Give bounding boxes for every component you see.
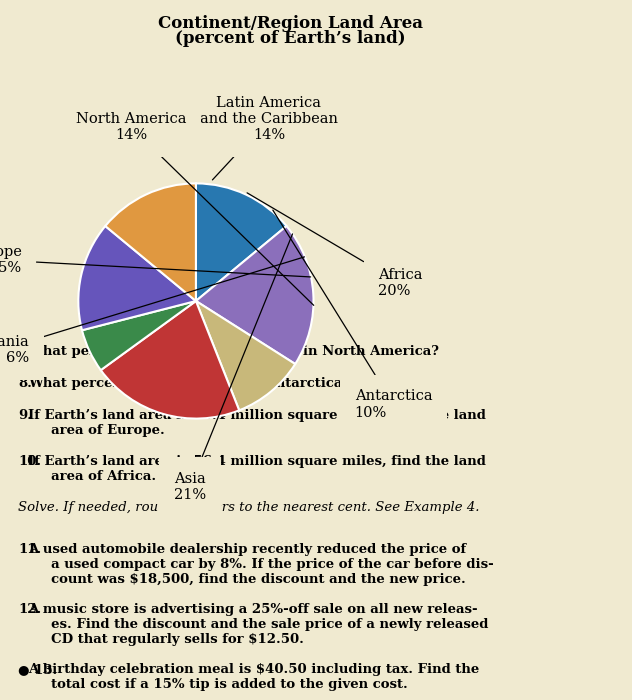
Wedge shape xyxy=(106,183,196,301)
Text: ● 13.: ● 13. xyxy=(18,663,58,676)
Text: What percent of land is not included in North America?: What percent of land is not included in … xyxy=(28,345,439,358)
Wedge shape xyxy=(82,301,196,370)
Wedge shape xyxy=(196,226,313,364)
Wedge shape xyxy=(100,301,239,419)
Text: A music store is advertising a 25%-off sale on all new releas-
     es. Find the: A music store is advertising a 25%-off s… xyxy=(28,603,489,646)
Text: North America
14%: North America 14% xyxy=(76,112,313,305)
Text: Asia
21%: Asia 21% xyxy=(174,234,293,502)
Text: If Earth’s land area is 56.4 million square miles, find the land
     area of Eu: If Earth’s land area is 56.4 million squ… xyxy=(28,409,486,437)
Text: Latin America
and the Caribbean
14%: Latin America and the Caribbean 14% xyxy=(200,96,338,180)
Text: (percent of Earth’s land): (percent of Earth’s land) xyxy=(174,30,405,47)
Text: If Earth’s land area is 56.4 million square miles, find the land
     area of Af: If Earth’s land area is 56.4 million squ… xyxy=(28,455,486,483)
Text: Antarctica
10%: Antarctica 10% xyxy=(273,210,432,419)
Text: 10.: 10. xyxy=(18,455,41,468)
Text: 8.: 8. xyxy=(18,377,32,390)
Text: Solve. If needed, round answers to the nearest cent. See Example 4.: Solve. If needed, round answers to the n… xyxy=(18,501,480,514)
Text: A used automobile dealership recently reduced the price of
     a used compact c: A used automobile dealership recently re… xyxy=(28,543,494,586)
Text: 7.: 7. xyxy=(18,345,32,358)
Text: 12.: 12. xyxy=(18,603,41,616)
Text: A birthday celebration meal is $40.50 including tax. Find the
     total cost if: A birthday celebration meal is $40.50 in… xyxy=(28,663,479,691)
Wedge shape xyxy=(78,226,196,330)
Text: Continent/Region Land Area: Continent/Region Land Area xyxy=(157,15,423,32)
Text: 9.: 9. xyxy=(18,409,32,422)
Text: 11.: 11. xyxy=(18,543,41,556)
Wedge shape xyxy=(196,183,286,301)
Text: Africa
20%: Africa 20% xyxy=(247,193,423,298)
Wedge shape xyxy=(196,301,295,410)
Text: Oceania
6%: Oceania 6% xyxy=(0,257,305,365)
Text: Europe
15%: Europe 15% xyxy=(0,245,311,277)
Text: What percent of land is in Asia, Antarctica, or Africa?: What percent of land is in Asia, Antarct… xyxy=(28,377,424,390)
